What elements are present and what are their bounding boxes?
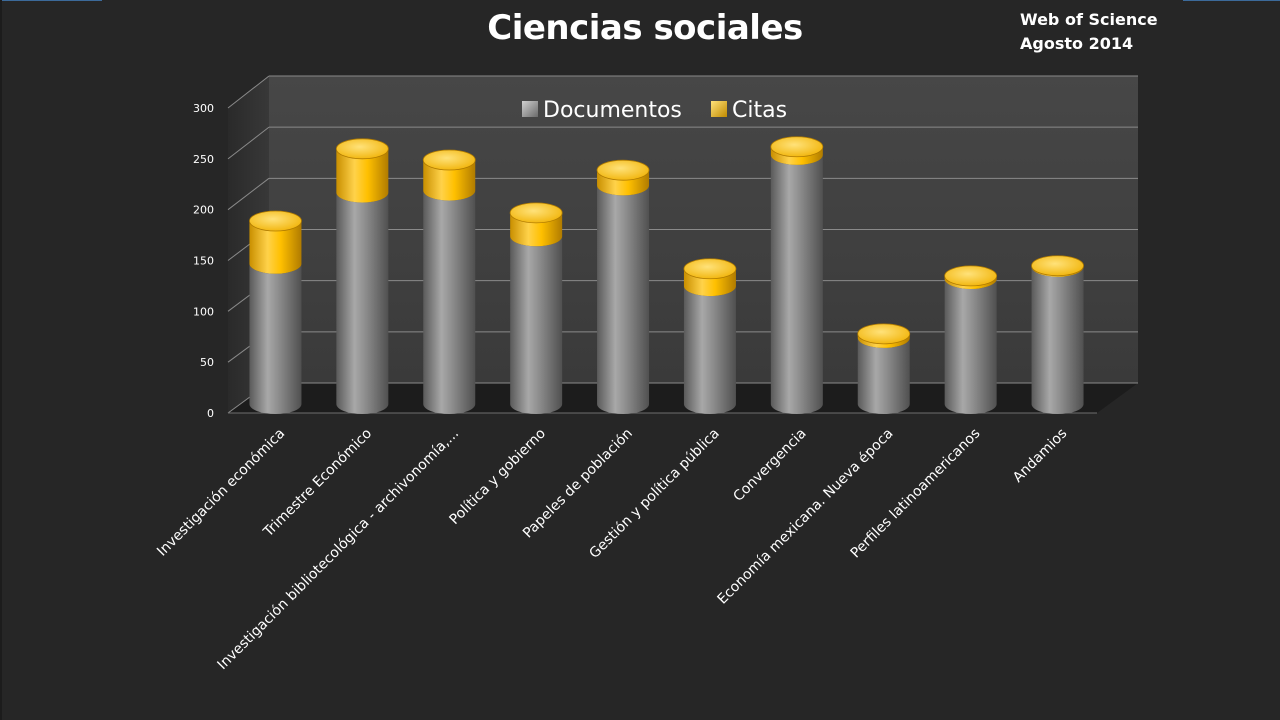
bar-documentos-4 [597, 185, 650, 414]
y-tick-label: 300 [193, 102, 214, 115]
y-tick-label: 200 [193, 204, 214, 217]
cylinder-cap-2 [422, 149, 476, 171]
cylinder-8 [944, 265, 998, 414]
cylinder-cap-6 [770, 136, 824, 158]
cylinder-cap-4 [596, 159, 650, 181]
top-right-accent-line [1183, 0, 1280, 1]
bar-citas-3 [510, 212, 563, 247]
chart-title: Ciencias sociales [487, 8, 803, 48]
bar-citas-7 [857, 333, 910, 348]
bar-documentos-1 [336, 192, 389, 414]
x-category-label: Economía mexicana. Nueva época [714, 426, 896, 608]
bar-citas-2 [423, 160, 476, 201]
y-tick-label: 150 [193, 255, 214, 268]
bar-documentos-7 [857, 337, 910, 414]
source-note: Web of Science Agosto 2014 [1020, 8, 1158, 56]
gridline-side [227, 177, 270, 211]
cylinder-cap-5 [683, 258, 737, 280]
left-edge-shade [0, 0, 2, 720]
chart-bars [249, 136, 1084, 414]
x-category-label: Andamios [1010, 426, 1070, 486]
bar-documentos-8 [944, 278, 997, 414]
gridline-side [227, 126, 270, 160]
cylinder-cap-0 [249, 210, 302, 232]
cylinder-7 [857, 323, 911, 414]
source-date: Agosto 2014 [1020, 34, 1134, 53]
bar-citas-8 [944, 275, 997, 289]
cylinder-cap-8 [944, 265, 998, 287]
legend-swatch-documentos [522, 101, 538, 117]
cylinder-9 [1031, 255, 1084, 414]
bar-citas-6 [770, 146, 823, 165]
legend-label-citas: Citas [732, 98, 787, 123]
bar-documentos-5 [683, 286, 736, 414]
cylinder-cap-3 [509, 202, 563, 224]
bar-documentos-9 [1031, 266, 1084, 414]
cylinder-cap-1 [335, 138, 389, 160]
y-tick-label: 50 [200, 356, 214, 369]
bar-citas-5 [683, 268, 736, 297]
bar-documentos-3 [510, 236, 563, 414]
bar-citas-4 [597, 170, 650, 196]
x-category-label: Convergencia [730, 426, 809, 505]
source-name: Web of Science [1020, 10, 1158, 29]
cylinder-cap-9 [1031, 255, 1084, 277]
gridline-side [227, 75, 270, 109]
y-tick-label: 100 [193, 305, 214, 318]
x-category-label: Investigación económica [154, 426, 288, 560]
cylinder-6 [770, 136, 824, 414]
y-axis: 0 50 100 150 200 250 300 [193, 102, 214, 420]
bar-documentos-0 [249, 263, 302, 414]
legend-label-documentos: Documentos [543, 98, 682, 123]
bar-documentos-6 [770, 154, 823, 414]
cylinder-0 [249, 210, 302, 414]
legend: Documentos Citas [522, 98, 787, 123]
cylinder-5 [683, 258, 737, 414]
bar-documentos-2 [423, 190, 476, 414]
y-tick-label: 250 [193, 153, 214, 166]
x-category-label: Política y gobierno [447, 426, 549, 528]
cylinder-3 [509, 202, 563, 414]
bar-citas-0 [249, 221, 302, 274]
cylinder-2 [422, 149, 476, 414]
cylinder-1 [335, 138, 389, 414]
bar-citas-1 [336, 148, 389, 203]
y-tick-label: 0 [207, 407, 214, 420]
cylinder-cap-7 [857, 323, 911, 345]
legend-swatch-citas [711, 101, 727, 117]
cylinder-4 [596, 159, 650, 414]
top-left-accent-line [0, 0, 102, 1]
